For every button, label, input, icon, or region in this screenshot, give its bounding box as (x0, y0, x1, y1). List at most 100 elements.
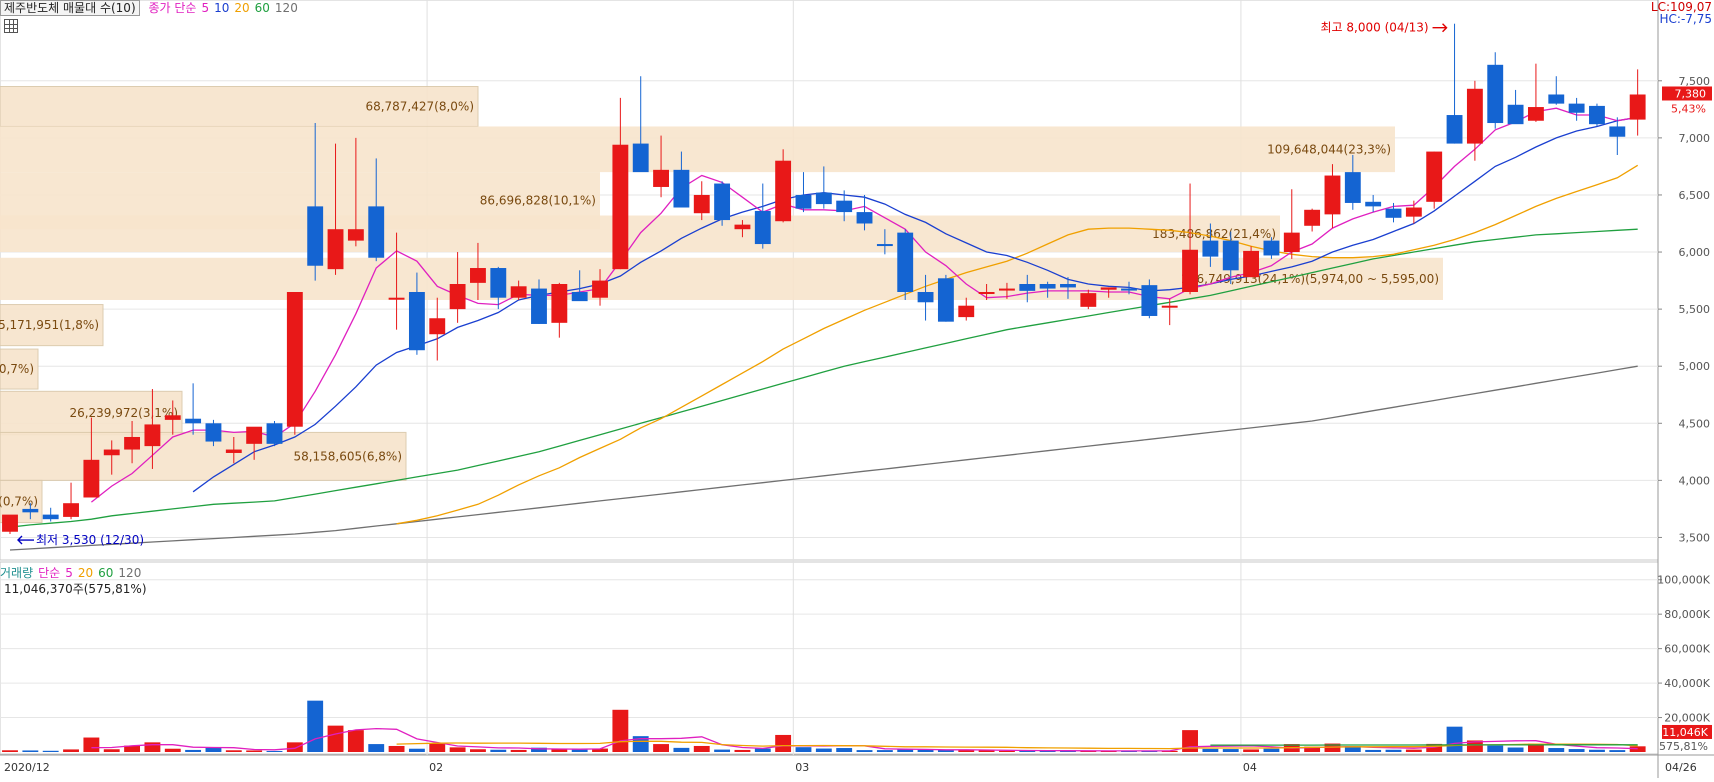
candle-body (1447, 115, 1463, 144)
price-legend-item[interactable]: 10 (214, 1, 229, 15)
volume-bar (653, 744, 669, 752)
chart-title[interactable]: 제주반도체 매물대 수(10) (0, 0, 140, 16)
volume-legend-item[interactable]: 거래량 (0, 566, 33, 580)
candle-body (1040, 284, 1056, 289)
candle-body (1630, 94, 1646, 119)
volume-bar (307, 701, 323, 752)
x-tick-label: 02 (429, 761, 443, 774)
candle-body (1528, 107, 1544, 121)
x-tick-label: 2020/12 (4, 761, 50, 774)
extreme-label: 최고 8,000 (04/13) (1321, 21, 1429, 35)
volume-legend-item[interactable]: 단순 (38, 566, 60, 580)
volume-ma-legend: 거래량 단순 5 20 60 120 (0, 566, 146, 580)
candle-body (1162, 306, 1178, 308)
volume-bar (185, 750, 201, 752)
price-tick-label: 3,500 (1679, 531, 1711, 544)
volume-bar (43, 751, 59, 752)
price-tick-label: 6,500 (1679, 189, 1711, 202)
last-volume-change: 575,81% (1659, 740, 1708, 753)
x-tick-label: 04/26 (1665, 761, 1697, 774)
volume-profile-label: 15,171,951(1,8%) (0, 318, 99, 332)
volume-profile-label: 58,158,605(6,8%) (293, 449, 402, 463)
volume-bar (714, 750, 730, 752)
volume-bar (63, 749, 79, 752)
candle-body (22, 509, 38, 512)
candle-body (1263, 241, 1279, 256)
candle-body (165, 415, 181, 420)
candle-body (1080, 293, 1096, 307)
candle-body (714, 184, 730, 221)
candle-body (755, 211, 771, 244)
candle-body (1060, 284, 1076, 287)
candle-body (1223, 241, 1239, 271)
volume-legend-item[interactable]: 5 (65, 566, 73, 580)
candle-body (938, 278, 954, 321)
candle-body (409, 292, 425, 350)
price-legend-item[interactable]: 120 (275, 1, 298, 15)
candle-body (429, 318, 445, 334)
volume-bar (83, 738, 99, 752)
price-tick-label: 4,000 (1679, 474, 1711, 487)
candle-body (1304, 210, 1320, 226)
volume-profile-label: 109,648,044(23,3%) (1267, 142, 1391, 156)
candle-body (775, 161, 791, 222)
price-tick-label: 5,000 (1679, 360, 1711, 373)
volume-bar (857, 750, 873, 752)
volume-bar (1609, 750, 1625, 752)
x-tick-label: 04 (1243, 761, 1257, 774)
volume-tick-label: 20,000K (1664, 712, 1710, 725)
volume-bar (348, 730, 364, 752)
volume-legend-item[interactable]: 20 (78, 566, 93, 580)
volume-bar (877, 750, 893, 752)
candle-body (673, 170, 689, 208)
candle-body (735, 225, 751, 230)
price-tick-label: 6,000 (1679, 246, 1711, 259)
candle-body (63, 503, 79, 517)
candle-body (1609, 126, 1625, 136)
volume-bar (511, 750, 527, 752)
candle-body (551, 284, 567, 323)
candle-body (124, 437, 140, 450)
candle-body (1487, 65, 1503, 123)
candle-body (2, 515, 18, 532)
volume-bar (226, 750, 242, 752)
volume-bar (389, 746, 405, 752)
volume-bar (1589, 750, 1605, 752)
extreme-label: 최저 3,530 (12/30) (36, 533, 144, 547)
candle-body (836, 201, 852, 212)
price-legend-item[interactable]: 20 (234, 1, 249, 15)
candle-body (897, 233, 913, 292)
volume-bar (144, 742, 160, 752)
price-tick-label: 7,000 (1679, 132, 1711, 145)
volume-bar (429, 744, 445, 752)
price-legend-item[interactable]: 60 (255, 1, 270, 15)
last-volume-label: 11,046K (1662, 726, 1708, 739)
candle-body (612, 145, 628, 269)
candle-body (999, 289, 1015, 291)
price-tick-label: 5,500 (1679, 303, 1711, 316)
volume-bar (470, 749, 486, 752)
grid-icon[interactable] (4, 19, 18, 33)
volume-bar (694, 746, 710, 752)
volume-profile-label: 86,696,828(10,1%) (480, 194, 596, 208)
volume-bar (267, 751, 283, 752)
volume-bar (836, 748, 852, 752)
volume-profile-label: 26,239,972(3,1%) (69, 406, 178, 420)
candle-body (185, 419, 201, 424)
volume-bar (287, 742, 303, 752)
price-legend-item[interactable]: 5 (201, 1, 209, 15)
volume-bar (1487, 746, 1503, 752)
candle-body (653, 170, 669, 187)
volume-legend-item[interactable]: 60 (98, 566, 113, 580)
volume-legend-item[interactable]: 120 (118, 566, 141, 580)
price-legend-item[interactable]: 종가 단순 (148, 1, 196, 15)
volume-tick-label: 40,000K (1664, 677, 1710, 690)
volume-bar (735, 750, 751, 752)
candle-body (531, 289, 547, 324)
volume-bar (450, 747, 466, 752)
candle-body (1141, 285, 1157, 316)
candle-body (958, 306, 974, 317)
candle-body (368, 206, 384, 257)
